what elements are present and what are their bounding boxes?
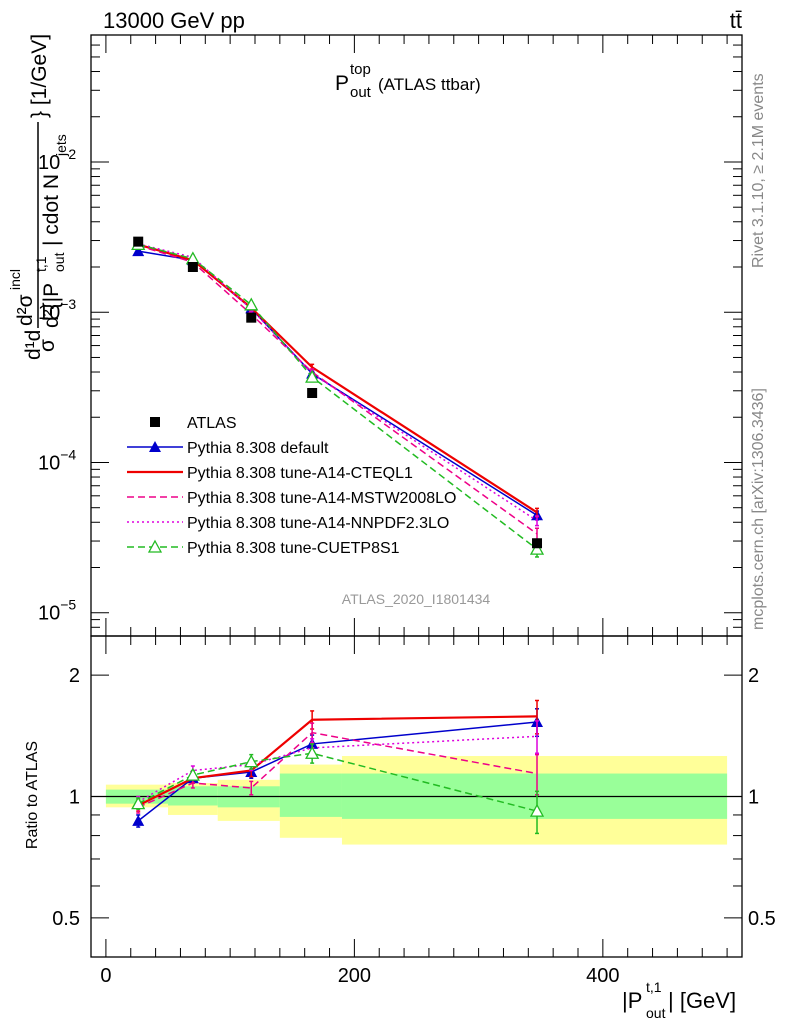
ratio-point bbox=[305, 745, 320, 759]
ratio-y-tick-label-right: 0.5 bbox=[748, 908, 776, 930]
mc-point bbox=[132, 245, 145, 257]
plot-title-sup: top bbox=[350, 61, 371, 78]
legend-marker bbox=[147, 539, 163, 553]
ratio-point bbox=[132, 814, 145, 826]
y-label-lhs-den: σ bbox=[36, 339, 59, 352]
ratio-point bbox=[185, 767, 200, 781]
legend-label: Pythia 8.308 tune-A14-NNPDF2.3LO bbox=[187, 515, 449, 532]
mc-line-cuetp8s1 bbox=[138, 243, 538, 550]
y-tick-label-exp: −3 bbox=[60, 296, 76, 312]
y-label-den-tail: | cdot N bbox=[40, 174, 63, 246]
mc-point bbox=[244, 297, 259, 311]
mc-point bbox=[529, 541, 545, 555]
ratio-y-tick-label: 1 bbox=[69, 787, 80, 809]
y-label-num-sup: incl bbox=[7, 269, 23, 290]
ratio-point bbox=[244, 754, 259, 768]
y-label-unit: } [1/GeV] bbox=[28, 34, 51, 118]
y-tick-label-base: 10 bbox=[38, 452, 60, 474]
y-tick-label-base: 10 bbox=[38, 152, 60, 174]
ratio-y-tick-label: 2 bbox=[69, 665, 80, 687]
legend-label: Pythia 8.308 default bbox=[187, 440, 329, 457]
legend-marker bbox=[149, 441, 161, 452]
y-tick-label-exp: −5 bbox=[60, 597, 76, 613]
ratio-y-tick-label-right: 2 bbox=[748, 665, 759, 687]
x-label-tail: | [GeV] bbox=[668, 988, 736, 1013]
x-axis-label: |P t,1 out | [GeV] bbox=[622, 979, 736, 1021]
x-label-main: |P bbox=[622, 988, 642, 1013]
legend-item: Pythia 8.308 tune-A14-CTEQL1 bbox=[127, 465, 413, 482]
y-label-lhs: d¹d bbox=[22, 330, 45, 360]
legend-label: Pythia 8.308 tune-CUETP8S1 bbox=[187, 540, 400, 557]
y-tick-label: 10−4 bbox=[38, 446, 76, 474]
ratio-y-tick-label: 0.5 bbox=[52, 908, 80, 930]
plot-title-sub: out bbox=[350, 84, 372, 101]
ratio-y-axis-label: Ratio to ATLAS bbox=[24, 741, 41, 849]
ratio-point bbox=[131, 796, 146, 810]
y-tick-label-exp: −2 bbox=[60, 146, 76, 162]
y-tick-label: 10−5 bbox=[38, 597, 76, 625]
legend-label: ATLAS bbox=[187, 415, 237, 432]
data-point bbox=[307, 388, 318, 399]
y-label-den-sup: t,1 bbox=[33, 256, 49, 272]
process-label: tt̄ bbox=[730, 8, 742, 33]
svg-text:P: P bbox=[335, 72, 349, 95]
x-label-sup: t,1 bbox=[646, 979, 662, 995]
data-point bbox=[133, 236, 144, 247]
legend-item: Pythia 8.308 tune-A14-MSTW2008LO bbox=[127, 490, 456, 507]
y-tick-label-base: 10 bbox=[38, 603, 60, 625]
plot-title-main: P bbox=[335, 72, 349, 95]
ratio-y-tick-label-right: 1 bbox=[748, 787, 759, 809]
y-label-den: d²{|P bbox=[40, 283, 63, 328]
mcplots-label: mcplots.cern.ch [arXiv:1306.3436] bbox=[750, 388, 767, 630]
y-tick-label: 10−3 bbox=[38, 296, 76, 324]
legend-item: Pythia 8.308 tune-CUETP8S1 bbox=[127, 539, 400, 557]
legend-label: Pythia 8.308 tune-A14-CTEQL1 bbox=[187, 465, 413, 482]
analysis-tag: ATLAS_2020_I1801434 bbox=[342, 591, 491, 607]
legend-label: Pythia 8.308 tune-A14-MSTW2008LO bbox=[187, 490, 456, 507]
uncertainty-band-inner bbox=[168, 786, 218, 806]
ratio-line-mstw bbox=[137, 731, 538, 809]
plot-title-tail: (ATLAS ttbar) bbox=[378, 75, 481, 94]
legend-item: Pythia 8.308 tune-A14-NNPDF2.3LO bbox=[127, 515, 449, 532]
x-label-sub: out bbox=[646, 1005, 666, 1021]
y-label-den-tail-sub: jets bbox=[53, 134, 69, 157]
y-tick-label-exp: −4 bbox=[60, 446, 76, 462]
legend-item: Pythia 8.308 default bbox=[127, 440, 329, 457]
y-label-num: d²σ bbox=[14, 294, 37, 326]
ratio-panel: 0 200 400 2 2 1 1 0.5 0.5 bbox=[52, 635, 776, 987]
uncertainty-band-inner bbox=[279, 773, 342, 817]
main-panel: 10−210−310−410−5 bbox=[38, 34, 743, 637]
data-point bbox=[532, 538, 543, 549]
beam-label: 13000 GeV pp bbox=[103, 8, 245, 33]
legend-swatch bbox=[150, 417, 160, 427]
x-tick-label: 200 bbox=[338, 965, 371, 987]
legend-item: ATLAS bbox=[150, 415, 237, 432]
y-tick-label: 10−2 bbox=[38, 146, 76, 174]
y-tick-label-base: 10 bbox=[38, 302, 60, 324]
rivet-version-label: Rivet 3.1.10, ≥ 2.1M events bbox=[750, 73, 767, 268]
y-label-den-sub: out bbox=[51, 252, 67, 272]
data-point bbox=[187, 261, 198, 272]
x-tick-label: 0 bbox=[100, 965, 111, 987]
y-axis-label: d¹d σ d²σ incl d²{|P t,1 out | cdot N je… bbox=[7, 34, 69, 360]
ratio-point bbox=[529, 803, 545, 817]
legend: ATLAS Pythia 8.308 default Pythia 8.308 tu… bbox=[127, 415, 456, 557]
plot-title: P top out (ATLAS ttbar) bbox=[335, 61, 481, 101]
mc-point bbox=[305, 369, 320, 383]
x-tick-label: 400 bbox=[586, 965, 619, 987]
data-point bbox=[246, 312, 257, 323]
